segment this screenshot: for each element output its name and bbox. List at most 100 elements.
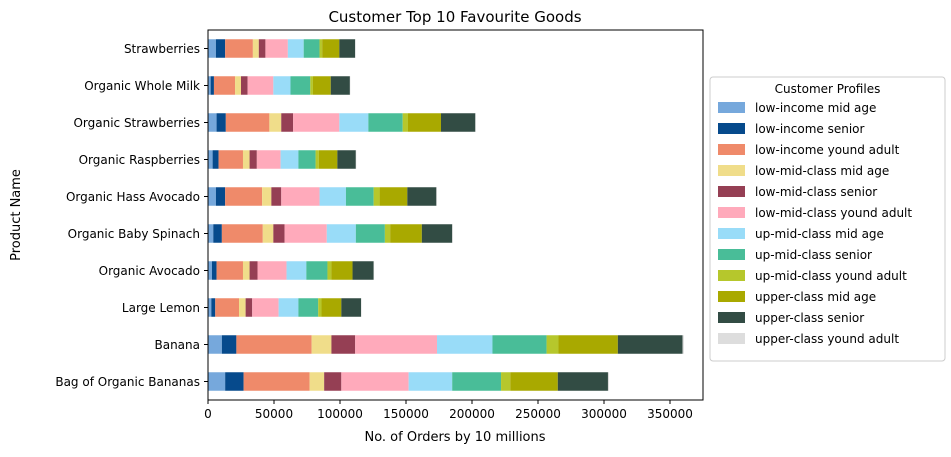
bar-segment-low-mid-class-yound-adult	[248, 76, 274, 95]
chart-title: Customer Top 10 Favourite Goods	[328, 8, 581, 26]
y-axis-label: Product Name	[9, 169, 24, 261]
legend-swatch-upper-class-yound-adult	[718, 333, 745, 344]
bar-stack-bag-of-organic-bananas	[208, 372, 609, 391]
x-tick-label: 350000	[647, 407, 693, 421]
y-tick-label: Organic Baby Spinach	[68, 227, 200, 241]
bar-segment-upper-class-senior	[331, 76, 350, 95]
legend-label: up-mid-class senior	[755, 248, 872, 262]
bar-segment-up-mid-class-senior	[346, 187, 374, 206]
bar-stack-large-lemon	[208, 298, 362, 317]
x-tick-label: 200000	[449, 407, 495, 421]
legend-label: upper-class yound adult	[755, 332, 899, 346]
bar-segment-upper-class-senior	[618, 335, 683, 354]
legend-swatch-up-mid-class-mid-age	[718, 228, 745, 239]
legend-label: low-income mid age	[755, 101, 876, 115]
bar-segment-low-income-senior	[222, 335, 237, 354]
bar-segment-low-mid-class-senior	[331, 335, 355, 354]
bar-segment-low-income-mid-age	[208, 224, 213, 243]
bar-segment-low-income-yound-adult	[214, 76, 235, 95]
bar-segment-up-mid-class-mid-age	[320, 187, 346, 206]
bar-segment-up-mid-class-senior	[492, 335, 546, 354]
bar-segment-upper-class-yound-adult	[683, 335, 684, 354]
bar-segment-up-mid-class-mid-age	[409, 372, 453, 391]
bar-segment-low-mid-class-senior	[324, 372, 341, 391]
bar-segment-low-mid-class-yound-adult	[258, 261, 287, 280]
bar-segment-upper-class-mid-age	[510, 372, 558, 391]
bar-segment-low-mid-class-yound-adult	[293, 113, 339, 132]
bar-segment-upper-class-mid-age	[319, 150, 337, 169]
bar-segment-low-income-yound-adult	[225, 187, 262, 206]
x-tick-label: 50000	[255, 407, 293, 421]
bar-segment-low-income-mid-age	[208, 261, 212, 280]
bar-stack-organic-hass-avocado	[208, 187, 437, 206]
bar-segment-up-mid-class-yound-adult	[385, 224, 390, 243]
bar-segment-low-mid-class-yound-adult	[252, 298, 278, 317]
bar-segment-low-mid-class-yound-adult	[285, 224, 327, 243]
bar-segment-low-mid-class-senior	[246, 298, 253, 317]
bar-segment-low-income-mid-age	[208, 372, 225, 391]
bar-segment-up-mid-class-yound-adult	[310, 76, 313, 95]
bar-segment-low-income-senior	[212, 261, 217, 280]
bar-segment-low-income-yound-adult	[225, 39, 253, 58]
bar-segment-low-income-yound-adult	[244, 372, 310, 391]
bar-segment-low-income-yound-adult	[217, 261, 243, 280]
y-tick-label: Organic Raspberries	[79, 153, 200, 167]
bar-segment-up-mid-class-yound-adult	[318, 298, 321, 317]
legend-swatch-low-income-senior	[718, 123, 745, 134]
bar-segment-upper-class-yound-adult	[436, 187, 437, 206]
bar-segment-low-mid-class-mid-age	[269, 113, 281, 132]
legend-label: low-mid-class yound adult	[755, 206, 912, 220]
y-tick-label: Organic Hass Avocado	[66, 190, 200, 204]
bar-segment-low-mid-class-mid-age	[310, 372, 325, 391]
y-tick-label: Organic Avocado	[99, 264, 200, 278]
legend-swatch-upper-class-senior	[718, 312, 745, 323]
x-tick-label: 150000	[383, 407, 429, 421]
bar-segment-low-mid-class-senior	[250, 150, 257, 169]
bar-segment-low-mid-class-senior	[281, 113, 293, 132]
bar-segment-low-mid-class-senior	[271, 187, 281, 206]
bar-segment-upper-class-senior	[441, 113, 475, 132]
bar-segment-low-mid-class-mid-age	[235, 76, 241, 95]
bar-segment-up-mid-class-mid-age	[437, 335, 492, 354]
x-tick-label: 0	[204, 407, 212, 421]
bar-stack-banana	[208, 335, 684, 354]
bar-segment-upper-class-senior	[341, 298, 361, 317]
bar-segment-low-mid-class-mid-age	[263, 224, 274, 243]
legend-swatch-up-mid-class-senior	[718, 249, 745, 260]
legend-swatch-up-mid-class-yound-adult	[718, 270, 745, 281]
bar-segment-up-mid-class-yound-adult	[403, 113, 408, 132]
bar-segment-upper-class-mid-age	[322, 298, 342, 317]
bar-segment-upper-class-mid-age	[313, 76, 331, 95]
legend-label: low-income senior	[755, 122, 865, 136]
bar-segment-low-income-senior	[213, 150, 219, 169]
bar-segment-up-mid-class-yound-adult	[374, 187, 380, 206]
legend-swatch-low-income-yound-adult	[718, 144, 745, 155]
bar-stack-organic-strawberries	[208, 113, 476, 132]
y-tick-label: Banana	[154, 338, 200, 352]
bar-segment-low-income-yound-adult	[219, 150, 243, 169]
bar-segment-up-mid-class-yound-adult	[547, 335, 559, 354]
bar-segment-up-mid-class-mid-age	[279, 298, 299, 317]
bar-segment-up-mid-class-yound-adult	[501, 372, 510, 391]
bar-stack-organic-avocado	[208, 261, 374, 280]
bar-segment-up-mid-class-yound-adult	[327, 261, 331, 280]
bar-segment-upper-class-mid-age	[558, 335, 617, 354]
bar-segment-up-mid-class-senior	[304, 39, 320, 58]
x-axis-label: No. of Orders by 10 millions	[364, 430, 545, 445]
x-tick-label: 300000	[581, 407, 627, 421]
y-tick-label: Organic Whole Milk	[84, 79, 200, 93]
bar-segment-low-mid-class-mid-age	[239, 298, 246, 317]
bar-segment-upper-class-yound-adult	[452, 224, 453, 243]
bar-segment-up-mid-class-senior	[452, 372, 501, 391]
legend-label: low-mid-class senior	[755, 185, 877, 199]
bar-segment-low-mid-class-mid-age	[312, 335, 332, 354]
y-tick-label: Bag of Organic Bananas	[55, 375, 200, 389]
bar-stack-strawberries	[208, 39, 356, 58]
bar-segment-up-mid-class-mid-age	[281, 150, 299, 169]
bar-segment-low-income-yound-adult	[215, 298, 239, 317]
bar-segment-up-mid-class-senior	[298, 150, 315, 169]
bar-segment-low-mid-class-senior	[273, 224, 284, 243]
